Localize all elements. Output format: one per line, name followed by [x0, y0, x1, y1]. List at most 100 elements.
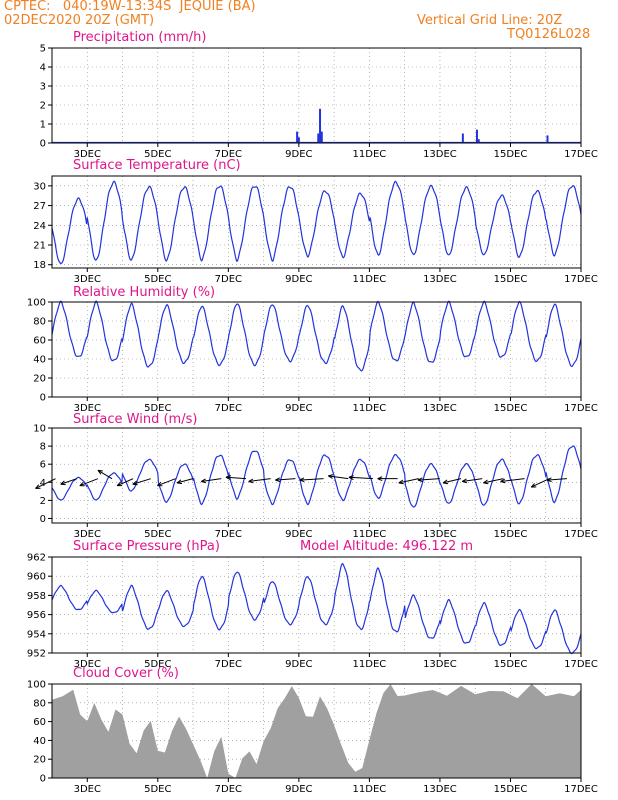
panel-frame: [51, 175, 582, 269]
series-line: [51, 180, 582, 265]
wind-arrowhead: [500, 478, 506, 484]
y-tick-label: 100: [27, 680, 46, 691]
x-tick-label: 9DEC: [285, 274, 312, 285]
x-tick-label: 11DEC: [353, 784, 387, 795]
y-tick-label: 962: [27, 553, 46, 564]
precip-bar: [297, 137, 300, 143]
wind-vector: [60, 478, 77, 485]
x-tick-label: 3DEC: [74, 784, 101, 795]
x-tick-label: 5DEC: [144, 784, 171, 795]
wind-vector: [132, 478, 151, 485]
x-tick-label: 11DEC: [353, 403, 387, 414]
x-tick-label: 9DEC: [285, 149, 312, 160]
x-tick-label: 15DEC: [494, 274, 528, 285]
wind-arrowhead: [377, 476, 383, 482]
panel-2: [48, 300, 582, 401]
panel-title: Relative Humidity (%): [73, 285, 215, 300]
wind-arrowhead: [417, 477, 423, 483]
wind-vector: [500, 478, 525, 482]
y-tick-label: 952: [27, 649, 46, 660]
cloud-area: [52, 684, 581, 778]
wind-arrowhead: [398, 479, 404, 485]
panel-3: [35, 427, 582, 527]
wind-arrowhead: [35, 484, 41, 489]
x-tick-label: 17DEC: [564, 403, 598, 414]
x-tick-label: 11DEC: [353, 149, 387, 160]
wind-vector: [157, 478, 176, 487]
x-tick-label: 7DEC: [215, 529, 242, 540]
x-tick-label: 5DEC: [144, 659, 171, 670]
panel-frame: [51, 427, 582, 524]
y-tick-label: 18: [33, 260, 46, 271]
x-tick-label: 11DEC: [353, 529, 387, 540]
y-tick-label: 80: [33, 317, 46, 328]
wind-vector: [417, 478, 440, 481]
x-tick-label: 9DEC: [285, 659, 312, 670]
x-tick-label: 9DEC: [285, 403, 312, 414]
x-tick-label: 5DEC: [144, 529, 171, 540]
header-model-code: TQ0126L028: [507, 27, 591, 42]
header-datetime: 02DEC2020 20Z (GMT): [4, 13, 155, 28]
y-tick-label: 30: [33, 181, 46, 192]
x-tick-label: 13DEC: [423, 659, 457, 670]
wind-vector: [442, 478, 462, 484]
y-tick-label: 10: [33, 424, 46, 435]
wind-vector: [398, 478, 419, 484]
x-tick-label: 7DEC: [215, 659, 242, 670]
y-tick-label: 954: [27, 629, 46, 640]
wind-arrowhead: [442, 479, 449, 485]
x-tick-label: 3DEC: [74, 403, 101, 414]
wind-arrowhead: [461, 478, 468, 484]
x-tick-label: 13DEC: [423, 529, 457, 540]
precip-bar: [477, 139, 480, 143]
wind-arrowhead: [327, 474, 334, 479]
panel-frame: [51, 301, 582, 398]
wind-arrowhead: [97, 469, 103, 475]
x-tick-label: 17DEC: [564, 529, 598, 540]
x-tick-label: 13DEC: [423, 274, 457, 285]
x-tick-label: 13DEC: [423, 149, 457, 160]
panel-title: Surface Wind (m/s): [73, 412, 197, 427]
wind-vector: [116, 478, 134, 487]
wind-vector: [201, 478, 222, 482]
y-tick-label: 960: [27, 572, 46, 583]
wind-arrowhead: [299, 477, 305, 483]
wind-arrowhead: [79, 481, 85, 487]
y-tick-label: 958: [27, 591, 46, 602]
wind-arrowhead: [530, 483, 537, 488]
wind-vector: [248, 478, 271, 482]
panel-frame: [51, 683, 582, 779]
x-tick-label: 3DEC: [74, 274, 101, 285]
y-tick-label: 60: [33, 336, 46, 347]
x-tick-label: 7DEC: [215, 403, 242, 414]
y-tick-label: 0: [40, 774, 46, 785]
y-tick-label: 4: [40, 478, 46, 489]
x-tick-label: 9DEC: [285, 529, 312, 540]
y-tick-label: 100: [27, 298, 46, 309]
y-tick-label: 0: [40, 139, 46, 150]
precip-bar: [320, 131, 323, 143]
y-tick-label: 2: [40, 496, 46, 507]
precip-bar: [296, 131, 299, 143]
wind-vector: [79, 478, 99, 487]
precip-bar: [319, 108, 322, 143]
x-tick-label: 7DEC: [215, 149, 242, 160]
wind-arrowhead: [483, 479, 489, 485]
y-tick-label: 4: [40, 63, 46, 74]
x-tick-label: 17DEC: [564, 659, 598, 670]
series-line: [51, 445, 582, 508]
wind-vector: [462, 478, 483, 482]
panel-title: Surface Temperature (nC): [73, 158, 241, 173]
y-tick-label: 20: [33, 755, 46, 766]
x-tick-label: 13DEC: [423, 784, 457, 795]
wind-vector: [176, 478, 194, 484]
wind-arrowhead: [248, 478, 254, 484]
y-tick-label: 60: [33, 717, 46, 728]
y-tick-label: 5: [40, 44, 46, 55]
x-tick-label: 9DEC: [285, 784, 312, 795]
panel-frame: [51, 556, 582, 654]
panel-title: Precipitation (mm/h): [73, 30, 206, 45]
wind-arrowhead: [275, 477, 281, 483]
y-tick-label: 27: [33, 201, 46, 212]
